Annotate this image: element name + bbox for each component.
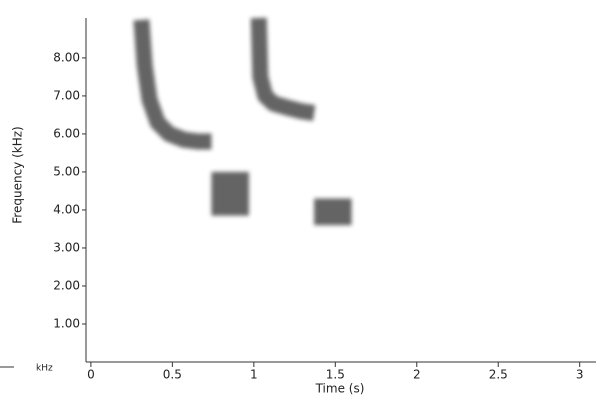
x-tick-label: 3 (576, 368, 584, 382)
x-tick-label: 2 (413, 368, 421, 382)
sweep (133, 19, 212, 150)
y-tick-label: 2.00 (53, 278, 80, 292)
y-tick-label: 4.00 (53, 202, 80, 216)
x-tick-label: 2.5 (489, 368, 508, 382)
x-tick-label: 1 (250, 368, 258, 382)
y-axis-title: Frequency (kHz) (11, 126, 25, 223)
y-tick-label: 6.00 (53, 126, 80, 140)
y-tick-label: 5.00 (53, 164, 80, 178)
x-tick-label: 0.5 (163, 368, 182, 382)
x-axis-title: Time (s) (315, 382, 365, 396)
sweep (250, 17, 316, 121)
plot-area (133, 17, 352, 226)
syllable-block (211, 171, 249, 216)
syllable-block (314, 198, 352, 226)
y-tick-label: 3.00 (53, 240, 80, 254)
y-tick-label: 1.00 (53, 316, 80, 330)
y-tick-label: 7.00 (53, 88, 80, 102)
y-tick-label: 8.00 (53, 50, 80, 64)
x-tick-label: 0 (87, 368, 95, 382)
unit-label: kHz (36, 364, 53, 374)
x-tick-label: 1.5 (326, 368, 345, 382)
